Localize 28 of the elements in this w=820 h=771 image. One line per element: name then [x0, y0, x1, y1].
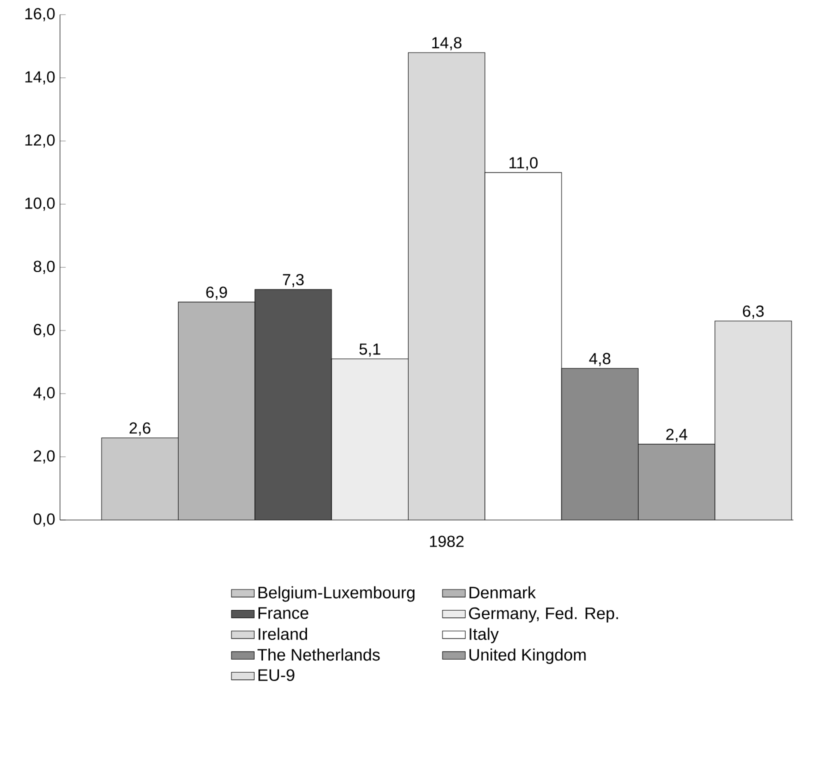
legend-label: Germany, Fed. Rep. — [469, 607, 618, 623]
legend-label: France — [258, 607, 308, 620]
data-label: 6,3 — [742, 306, 764, 319]
legend-label: EU-9 — [258, 669, 294, 682]
data-label: 2,4 — [666, 428, 688, 442]
data-label: 11,0 — [509, 157, 538, 170]
data-label: 6,9 — [206, 286, 227, 300]
legend-label: Belgium-Luxembourg — [258, 586, 414, 602]
x-tick-label: 1982 — [430, 536, 464, 548]
y-tick-label: 12,0 — [25, 134, 55, 148]
legend-label: Denmark — [470, 586, 536, 599]
data-label: 14,8 — [432, 37, 462, 50]
data-label: 2,6 — [130, 422, 150, 436]
data-label: 7,3 — [282, 274, 304, 288]
y-tick-label: 0,0 — [34, 514, 55, 527]
data-label: 5,1 — [359, 344, 380, 357]
y-tick-label: 6,0 — [34, 324, 55, 338]
legend-label: The Netherlands — [258, 648, 380, 661]
y-tick-label: 2,0 — [34, 450, 55, 464]
y-tick-label: 4,0 — [33, 387, 55, 400]
legend-label: Ireland — [258, 628, 308, 640]
y-tick-label: 16,0 — [25, 8, 55, 22]
legend-label: Italy — [470, 628, 499, 644]
data-label: 4,8 — [589, 353, 610, 366]
y-tick-label: 10,0 — [25, 198, 55, 211]
y-tick-label: 8,0 — [34, 260, 55, 274]
y-tick-label: 14,0 — [25, 71, 55, 85]
legend-label: United Kingdom — [469, 648, 586, 664]
